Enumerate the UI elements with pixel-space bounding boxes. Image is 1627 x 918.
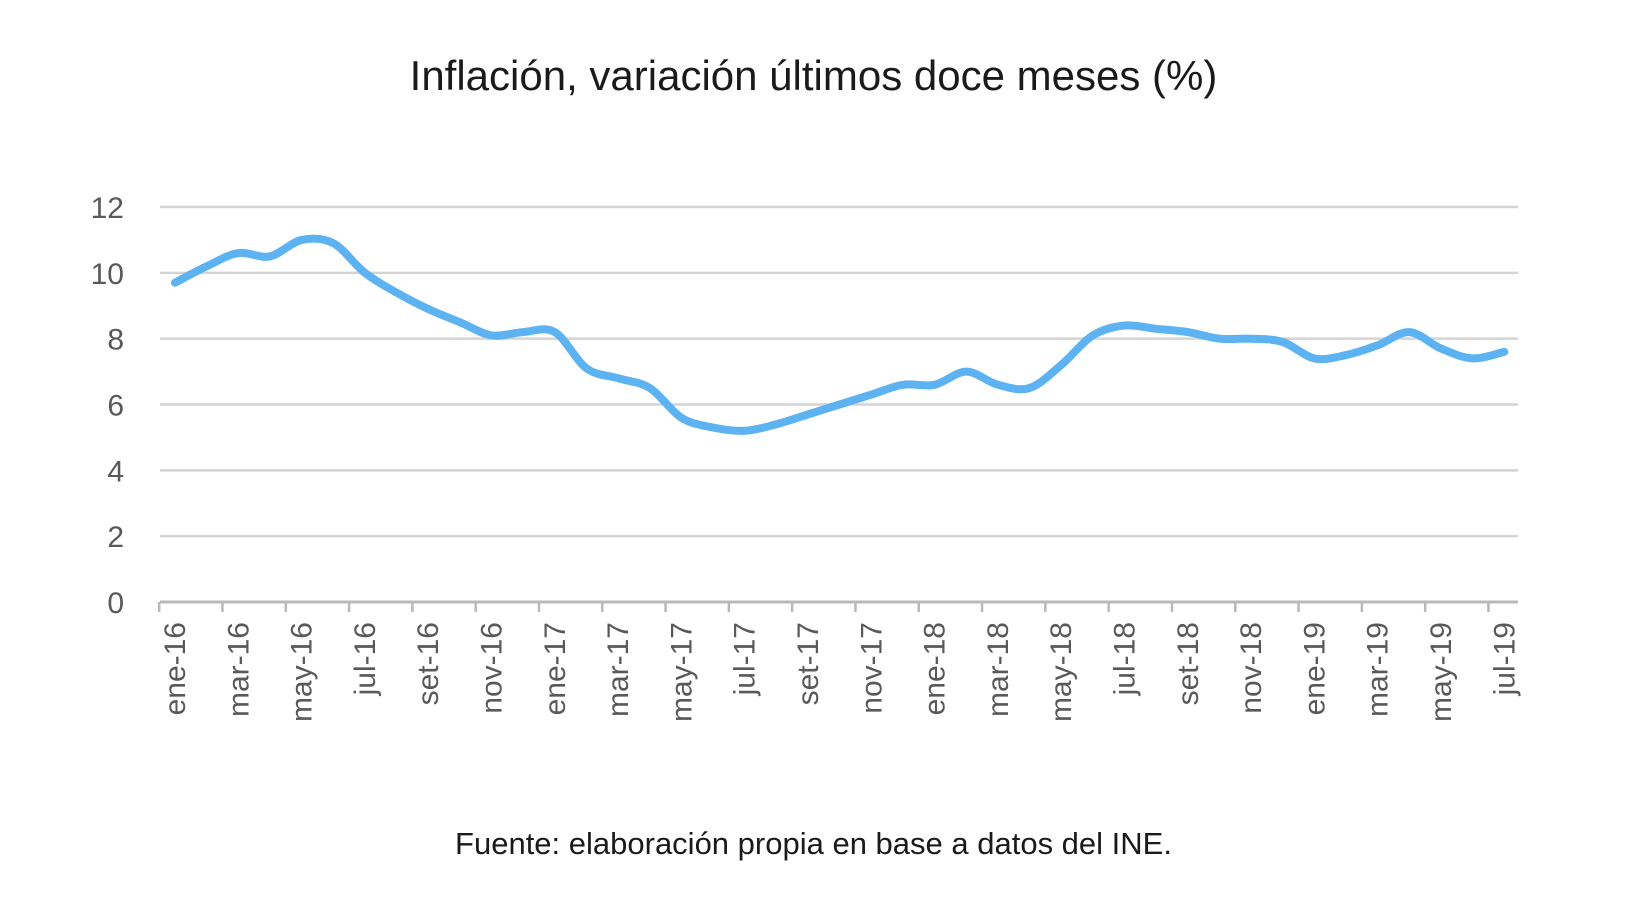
data-point [521,330,525,334]
data-point [300,238,304,242]
data-point [1439,347,1443,351]
data-point [236,251,240,255]
y-tick-label: 12 [91,192,124,225]
x-tick-label: ene-17 [539,622,572,715]
series-line [171,234,1509,435]
x-tick-label: mar-19 [1362,622,1395,717]
data-point [679,416,683,420]
x-tick-label: ene-16 [159,622,192,715]
gridlines [160,205,1518,538]
data-point [1471,356,1475,360]
data-point [648,386,652,390]
data-point [1154,327,1158,331]
data-point [901,383,905,387]
data-point [1249,337,1253,341]
data-point [395,291,399,295]
data-point [331,241,335,245]
data-point [1123,324,1127,328]
data-point [616,376,620,380]
x-tick-label: set-17 [792,622,825,705]
data-point [1502,350,1506,354]
data-point [268,254,272,258]
data-point [933,383,937,387]
y-tick-label: 6 [107,390,124,423]
x-tick-label: mar-16 [222,622,255,717]
y-tick-label: 8 [107,324,124,357]
x-tick-label: jul-17 [729,622,762,696]
data-point [996,383,1000,387]
data-point [711,426,715,430]
data-point [1312,356,1316,360]
data-point [426,307,430,311]
data-point [774,422,778,426]
data-point [490,333,494,337]
y-tick-label: 10 [91,258,124,291]
chart-title: Inflación, variación últimos doce meses … [409,52,1218,99]
x-tick-label: nov-18 [1235,622,1268,714]
x-tick-label: jul-18 [1109,622,1142,696]
data-point [1344,353,1348,357]
x-axis [157,600,1518,612]
y-axis-tick-labels: 0 2 4 6 8 10 12 [91,192,124,620]
y-tick-label: 0 [107,587,124,620]
data-point [584,366,588,370]
data-point [173,281,177,285]
data-point [1407,330,1411,334]
x-tick-label: set-18 [1172,622,1205,705]
series-layer [171,234,1509,435]
x-tick-label: set-16 [412,622,445,705]
data-point [1091,333,1095,337]
data-point [553,330,557,334]
x-tick-label: jul-19 [1488,622,1521,696]
x-axis-tick-labels: ene-16 mar-16 may-16 jul-16 set-16 nov-16 ene-… [159,622,1521,722]
y-tick-label: 2 [107,521,124,554]
x-tick-label: ene-18 [919,622,952,715]
data-point [1217,337,1221,341]
x-tick-label: may-19 [1425,622,1458,722]
x-tick-label: jul-16 [349,622,382,696]
data-point [1059,363,1063,367]
data-point [458,320,462,324]
data-point [363,271,367,275]
data-point [964,370,968,374]
x-tick-label: nov-17 [855,622,888,714]
data-point [1281,340,1285,344]
data-point [743,429,747,433]
y-tick-label: 4 [107,455,124,488]
data-point [1028,386,1032,390]
x-tick-label: ene-19 [1298,622,1331,715]
x-tick-label: mar-18 [982,622,1015,717]
data-point [869,393,873,397]
source-note: Fuente: elaboración propia en base a dat… [455,826,1172,861]
data-point [838,403,842,407]
x-tick-label: mar-17 [602,622,635,717]
data-point [806,412,810,416]
x-tick-label: may-17 [665,622,698,722]
data-point [1376,343,1380,347]
data-point [1186,330,1190,334]
data-point [205,264,209,268]
x-tick-label: nov-16 [476,622,509,714]
x-tick-label: may-16 [286,622,319,722]
x-tick-label: may-18 [1045,622,1078,722]
